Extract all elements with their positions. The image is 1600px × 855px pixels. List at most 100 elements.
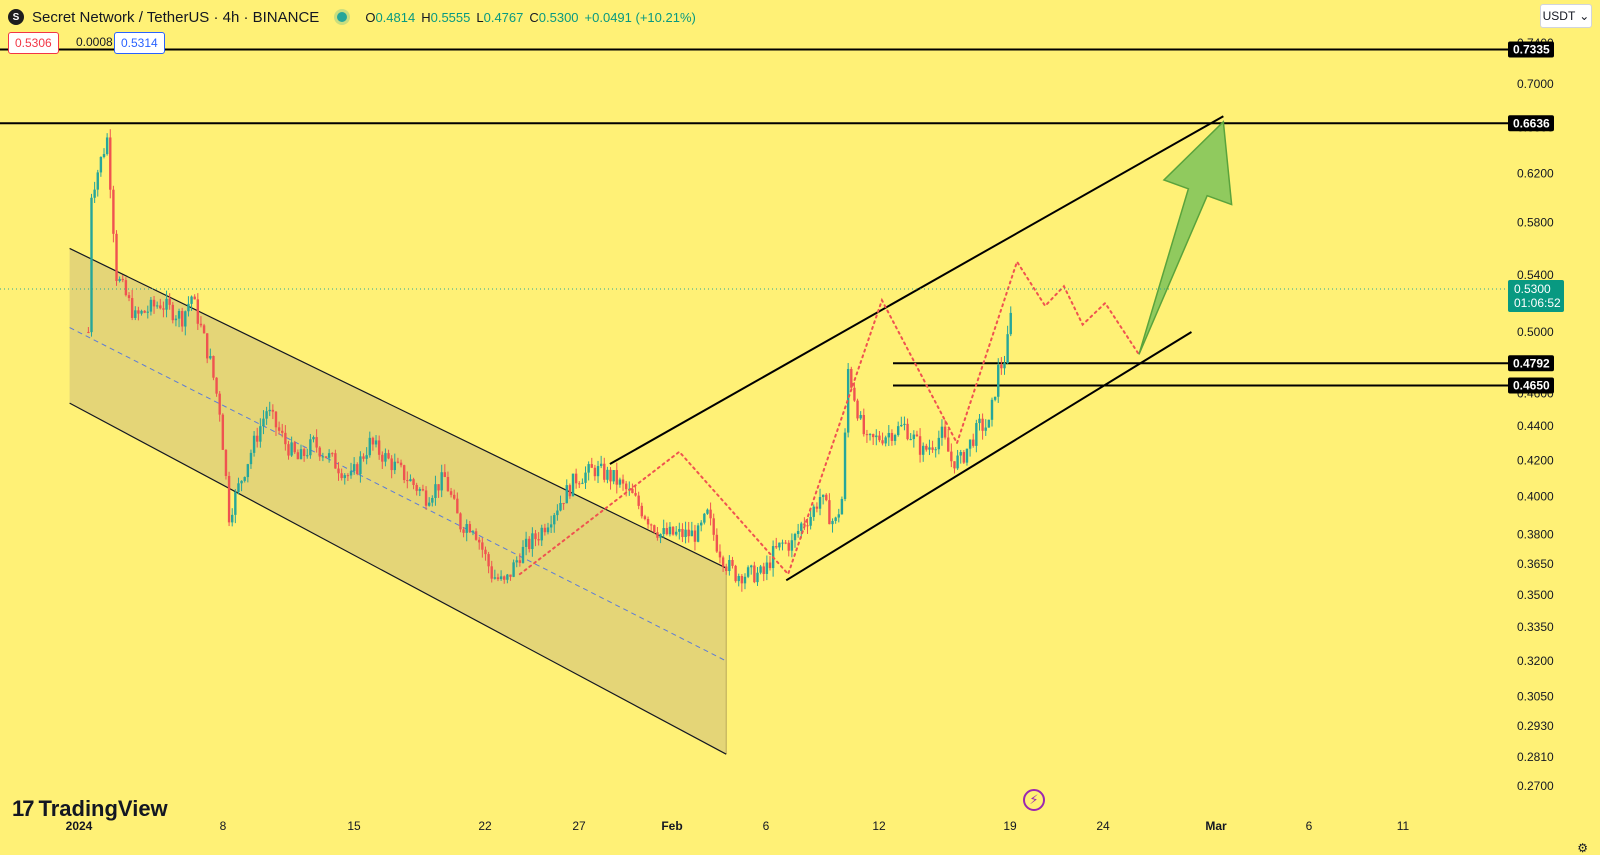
candle-body: [468, 524, 472, 533]
candle-body: [978, 418, 981, 424]
candle-body: [340, 473, 343, 479]
candle-body: [537, 539, 540, 541]
candle-body: [934, 449, 937, 451]
candle-body: [768, 562, 772, 569]
candle-body: [115, 233, 118, 281]
last-price-tag: [1508, 280, 1564, 313]
drawing-layer: [0, 48, 1508, 755]
descending-channel-midline: [69, 327, 727, 662]
candle-body: [887, 432, 891, 438]
candle-body: [859, 414, 862, 419]
candle-body: [734, 565, 737, 582]
candle-body: [634, 493, 637, 496]
y-axis-tick-label: 0.3800: [1517, 527, 1554, 541]
candle-body: [249, 452, 253, 465]
candle-body: [237, 483, 240, 493]
candle-body: [687, 529, 690, 537]
settings-gear-icon[interactable]: ⚙: [1577, 841, 1588, 855]
candle-body: [818, 497, 822, 509]
level-price-tag: [1508, 115, 1554, 132]
candle-body: [415, 484, 418, 491]
candle-body: [490, 566, 493, 579]
countdown-text: 01:06:52: [1514, 296, 1561, 310]
x-axis-tick-label: 19: [1003, 819, 1017, 833]
candle-body: [421, 489, 425, 491]
buy-price-button[interactable]: 0.5314: [114, 32, 165, 54]
candle-body: [790, 540, 794, 551]
candle-body: [118, 278, 121, 281]
candle-body: [281, 430, 284, 433]
candle-body: [246, 464, 250, 478]
lightning-icon[interactable]: ⚡: [1023, 789, 1045, 811]
candle-body: [703, 513, 706, 523]
candle-body: [696, 525, 700, 542]
candle-body: [731, 559, 734, 566]
candle-body: [646, 518, 650, 525]
candle-body: [900, 424, 903, 427]
y-axis-tick-label: 0.3650: [1517, 557, 1554, 571]
candle-body: [700, 522, 703, 526]
candle-body: [359, 456, 362, 475]
candle-body: [459, 513, 462, 530]
high-label: H: [421, 9, 431, 25]
candle-body: [528, 538, 531, 550]
candle-body: [925, 445, 928, 450]
level-price-tag-text: 0.6636: [1513, 116, 1550, 130]
open-value: 0.4814: [375, 9, 416, 25]
tradingview-wordmark: TradingView: [38, 796, 168, 821]
symbol-title[interactable]: Secret Network / TetherUS · 4h · BINANCE: [32, 8, 320, 26]
candle-body: [840, 499, 844, 515]
candle-body: [593, 467, 597, 477]
candle-body: [162, 308, 165, 310]
candle-body: [446, 476, 450, 492]
candle-body: [884, 437, 887, 444]
candle-body: [912, 434, 916, 440]
candle-body: [631, 488, 634, 494]
candle-body: [534, 533, 537, 540]
candle-body: [671, 526, 675, 535]
candle-body: [590, 464, 593, 468]
candle-body: [124, 280, 128, 296]
candle-body: [803, 523, 806, 526]
candle-body: [737, 576, 740, 582]
descending-channel-upper-line: [69, 247, 727, 569]
candle-body: [972, 439, 975, 446]
candle-body: [437, 484, 440, 491]
low-label: L: [476, 9, 484, 25]
candle-body: [565, 485, 568, 504]
candle-body: [825, 494, 828, 501]
candle-body: [947, 437, 950, 452]
candle-body: [327, 453, 331, 458]
candle-body: [318, 447, 321, 457]
low-value: 0.4767: [483, 9, 524, 25]
candle-body: [1000, 364, 1003, 369]
candle-body: [334, 453, 337, 469]
candle-body: [815, 506, 819, 509]
secret-network-logo-icon: S: [8, 9, 24, 25]
candle-body: [684, 529, 687, 537]
candle-body: [324, 456, 328, 458]
ascending-channel-lower-line: [785, 331, 1192, 582]
candle-body: [609, 469, 612, 482]
candle-body: [531, 533, 534, 550]
sell-price-button[interactable]: 0.5306: [8, 32, 59, 54]
candle-body: [171, 304, 174, 321]
last-price-tag-text: 0.5300: [1514, 282, 1551, 296]
candle-body: [800, 523, 803, 531]
candle-body: [740, 576, 744, 584]
candle-body: [374, 440, 378, 445]
candle-body: [968, 439, 972, 449]
candle-body: [390, 458, 393, 471]
candle-body: [881, 440, 884, 444]
candle-body: [456, 498, 459, 514]
y-axis-tick-label: 0.3350: [1517, 620, 1554, 634]
high-value: 0.5555: [430, 9, 471, 25]
currency-select[interactable]: USDT ⌄: [1540, 4, 1592, 28]
candle-body: [287, 444, 290, 456]
candle-body: [937, 437, 941, 450]
candle-body: [177, 311, 181, 319]
tradingview-logo[interactable]: 17 TradingView: [12, 796, 168, 822]
candle-body: [321, 456, 325, 458]
candle-body: [618, 479, 622, 485]
